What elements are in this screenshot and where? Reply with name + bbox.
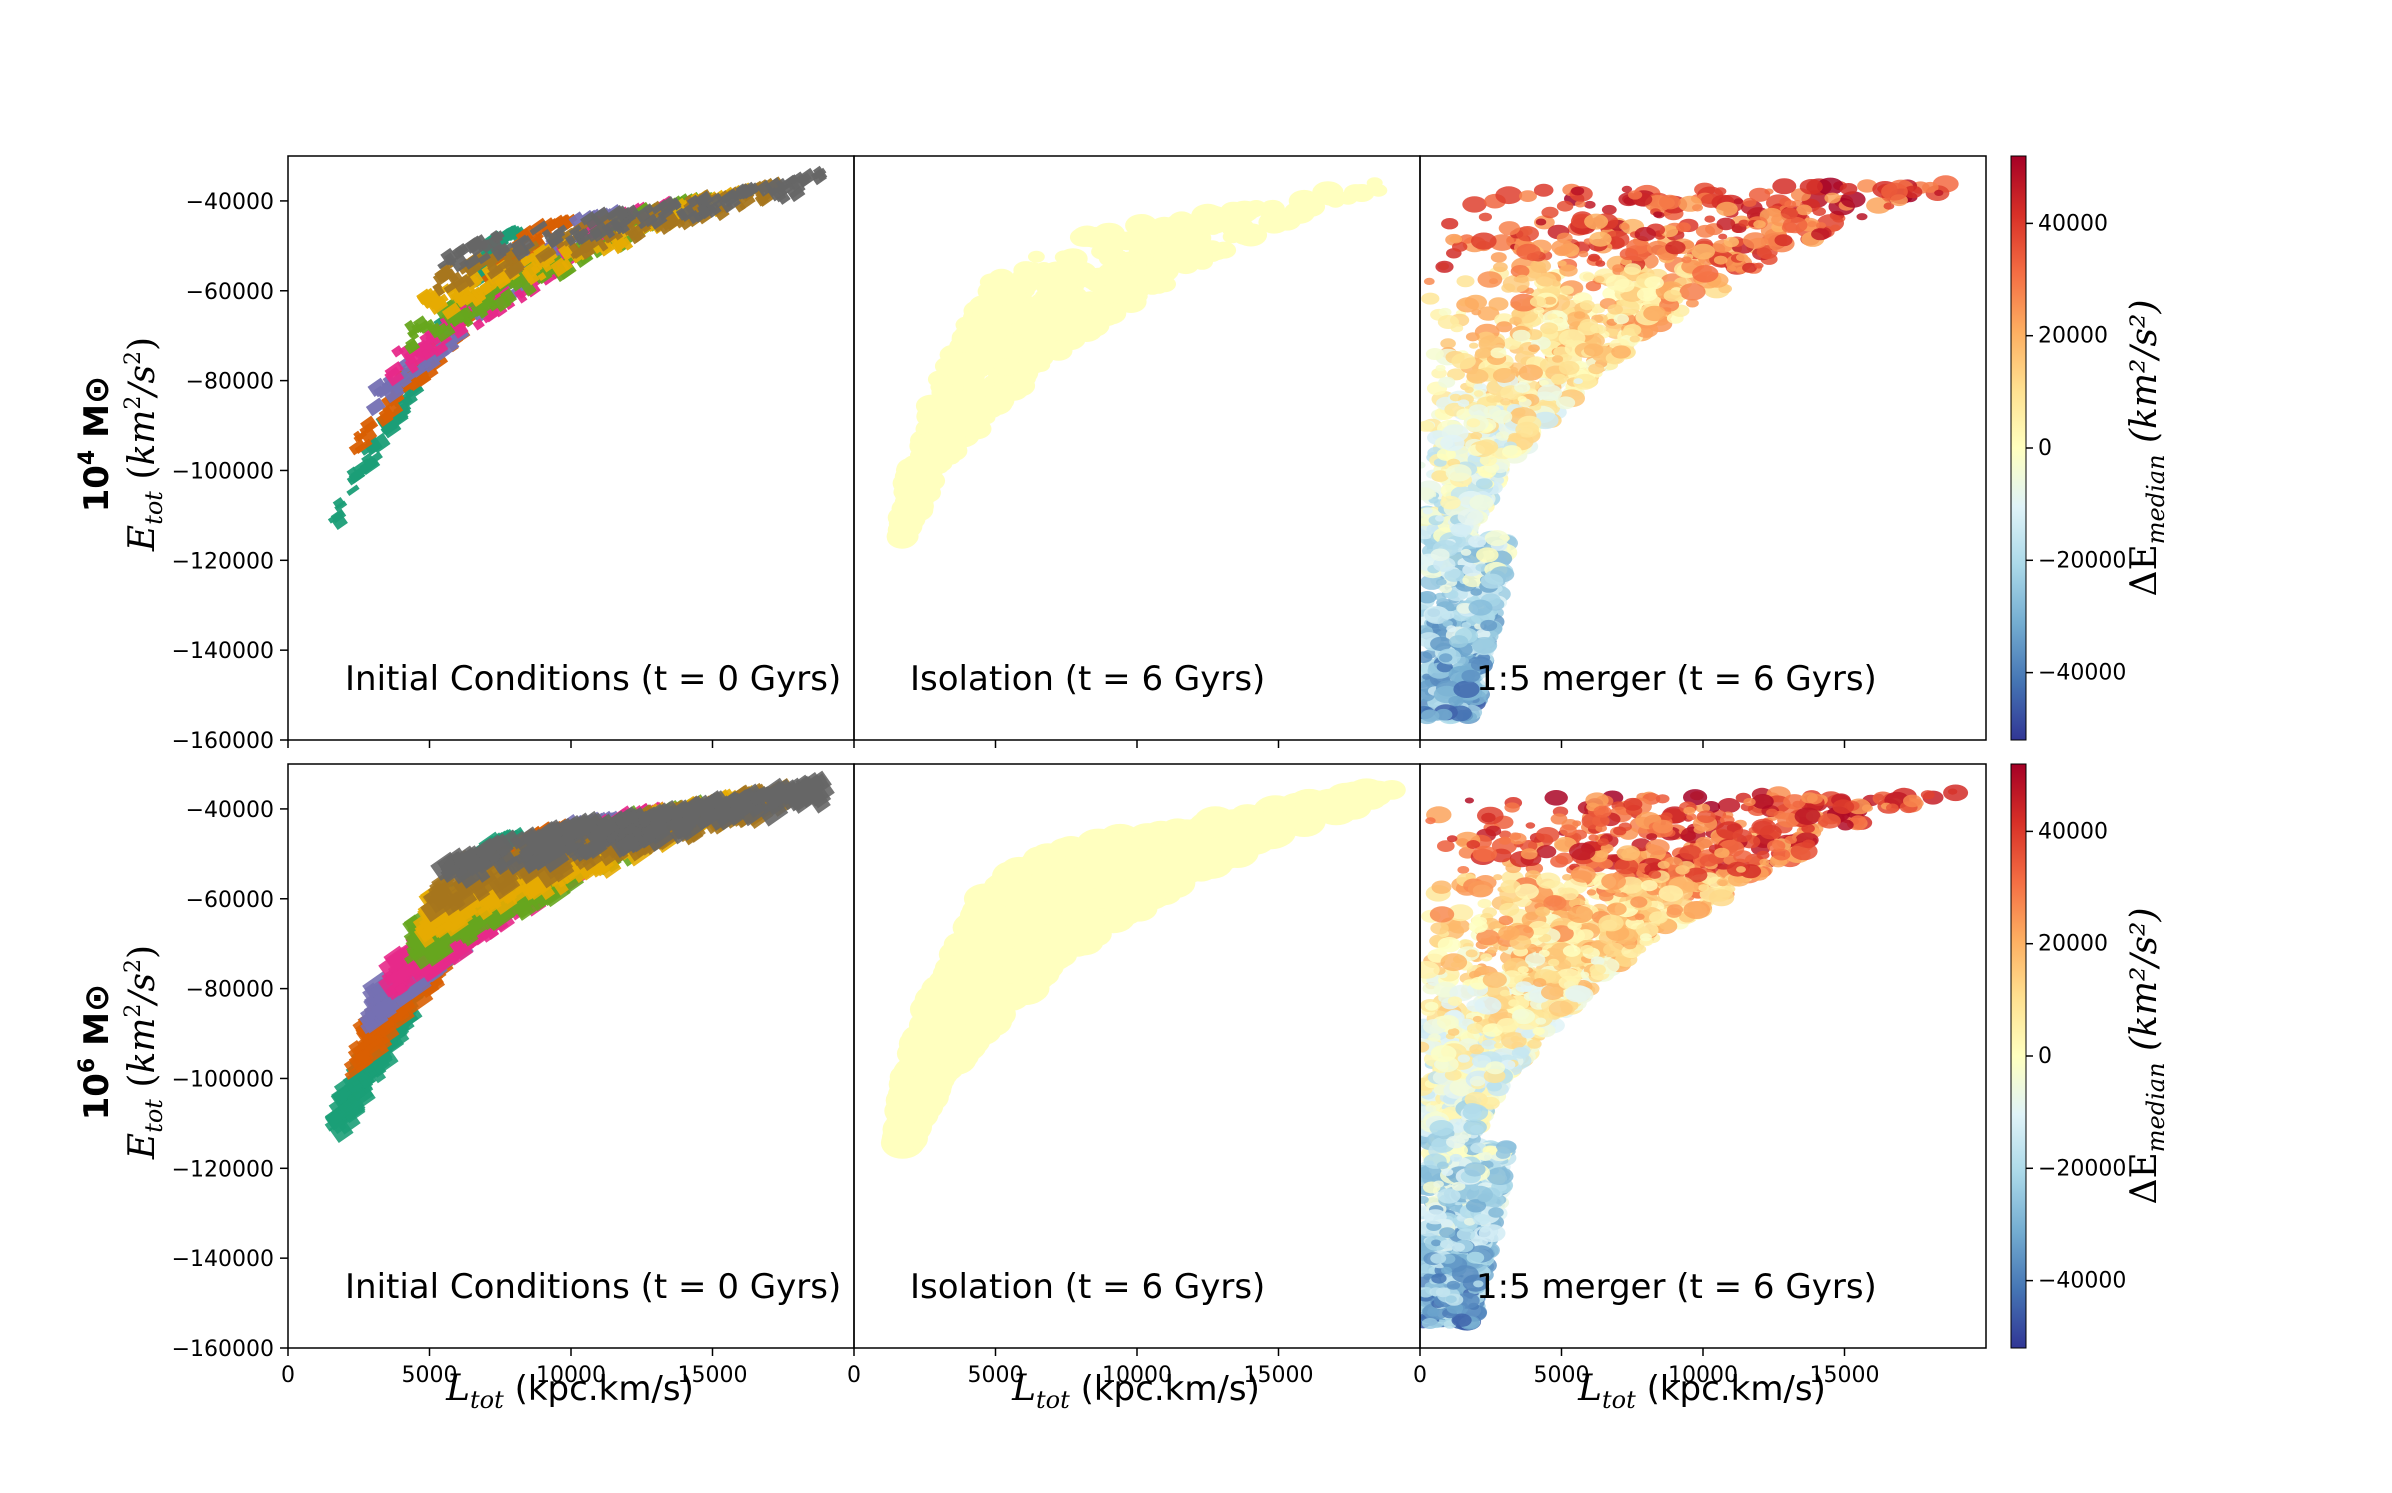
x-axis-title-col1: Ltot (kpc.km/s) bbox=[445, 1368, 694, 1414]
merger-points-row2 bbox=[1420, 784, 1969, 1331]
colorbar-row1-bar bbox=[2010, 155, 2027, 741]
y-tick-label: −120000 bbox=[172, 1157, 274, 1182]
series-group-8-row2 bbox=[430, 770, 835, 889]
panel-label-r2c1: Initial Conditions (t = 0 Gyrs) bbox=[345, 1267, 841, 1307]
colorbar-row2-bar bbox=[2010, 763, 2027, 1349]
panel-label-r1c3: 1:5 merger (t = 6 Gyrs) bbox=[1476, 659, 1877, 699]
x-tick-label: 10000 bbox=[1102, 1363, 1172, 1388]
panel-row2-col1 bbox=[324, 770, 835, 1144]
x-tick-label: 0 bbox=[847, 1363, 861, 1388]
panel-row1-col3 bbox=[1420, 175, 1959, 725]
x-axis-title-col2: Ltot (kpc.km/s) bbox=[1011, 1368, 1260, 1414]
x-tick-label: 15000 bbox=[678, 1363, 748, 1388]
y-tick-label: −60000 bbox=[186, 888, 274, 913]
colorbar-tick-label: 20000 bbox=[2038, 324, 2108, 349]
colorbar-tick-label: 0 bbox=[2038, 436, 2052, 461]
colorbar-tick-label: 20000 bbox=[2038, 932, 2108, 957]
panel-row1-col1 bbox=[327, 165, 828, 531]
x-tick-label: 0 bbox=[281, 1363, 295, 1388]
x-tick-label: 0 bbox=[1413, 1363, 1427, 1388]
y-tick-label: −60000 bbox=[186, 280, 274, 305]
row1-mass-label: 104 M⊙ bbox=[75, 376, 117, 513]
panel-label-r1c1: Initial Conditions (t = 0 Gyrs) bbox=[345, 659, 841, 699]
x-tick-label: 10000 bbox=[1668, 1363, 1738, 1388]
panel-row2-col3 bbox=[1420, 784, 1969, 1331]
y-tick-label: −140000 bbox=[172, 639, 274, 664]
y-tick-label: −100000 bbox=[172, 1067, 274, 1092]
panel-row1-col2 bbox=[886, 177, 1388, 549]
isolation-cloud-row2 bbox=[880, 778, 1406, 1159]
colorbar-tick-label: 40000 bbox=[2038, 211, 2108, 236]
colorbar-tick-label: −40000 bbox=[2038, 1269, 2126, 1294]
panel-row2-col2 bbox=[880, 778, 1406, 1159]
y-tick-label: −80000 bbox=[186, 370, 274, 395]
x-tick-label: 15000 bbox=[1244, 1363, 1314, 1388]
x-tick-label: 5000 bbox=[968, 1363, 1024, 1388]
x-axis-title-col3: Ltot (kpc.km/s) bbox=[1577, 1368, 1826, 1414]
x-tick-label: 5000 bbox=[402, 1363, 458, 1388]
colorbar-tick-label: 0 bbox=[2038, 1044, 2052, 1069]
colorbar-tick-label: −40000 bbox=[2038, 661, 2126, 686]
colorbar-title-row2: ΔEmedian (km²/s²) bbox=[2124, 907, 2170, 1204]
y-tick-label: −80000 bbox=[186, 978, 274, 1003]
axes-layer: −40000 −60000 −80000 −100000 −120000 −140000 −… bbox=[172, 155, 1987, 1388]
series-group-8-row1 bbox=[437, 165, 828, 273]
x-tick-label: 15000 bbox=[1810, 1363, 1880, 1388]
y-tick-label: −40000 bbox=[186, 798, 274, 823]
y-tick-label: −120000 bbox=[172, 549, 274, 574]
y-tick-label: −100000 bbox=[172, 459, 274, 484]
x-tick-label: 5000 bbox=[1534, 1363, 1590, 1388]
colorbar-tick-label: −20000 bbox=[2038, 548, 2126, 573]
isolation-cloud-row1 bbox=[886, 177, 1388, 549]
y-tick-label: −160000 bbox=[172, 1337, 274, 1362]
panel-label-r1c2: Isolation (t = 6 Gyrs) bbox=[910, 659, 1265, 699]
colorbar-tick-label: −20000 bbox=[2038, 1156, 2126, 1181]
y-tick-label: −160000 bbox=[172, 729, 274, 754]
panel-label-r2c3: 1:5 merger (t = 6 Gyrs) bbox=[1476, 1267, 1877, 1307]
panel-label-r2c2: Isolation (t = 6 Gyrs) bbox=[910, 1267, 1265, 1307]
x-tick-label: 10000 bbox=[536, 1363, 606, 1388]
y-axis-title-row2: Etot (km2/s2) bbox=[121, 945, 168, 1160]
colorbar-title-row1: ΔEmedian (km²/s²) bbox=[2124, 299, 2170, 596]
colorbar-tick-label: 40000 bbox=[2038, 819, 2108, 844]
row2-mass-label: 106 M⊙ bbox=[75, 984, 117, 1121]
merger-points-row1 bbox=[1420, 175, 1959, 725]
y-axis-title-row1: Etot (km2/s2) bbox=[121, 337, 168, 552]
colorbar-row2: 40000 20000 0 −20000 −40000 bbox=[2010, 763, 2126, 1349]
y-tick-label: −140000 bbox=[172, 1247, 274, 1272]
y-tick-label: −40000 bbox=[186, 190, 274, 215]
colorbar-row1: 40000 20000 0 −20000 −40000 bbox=[2010, 155, 2126, 741]
